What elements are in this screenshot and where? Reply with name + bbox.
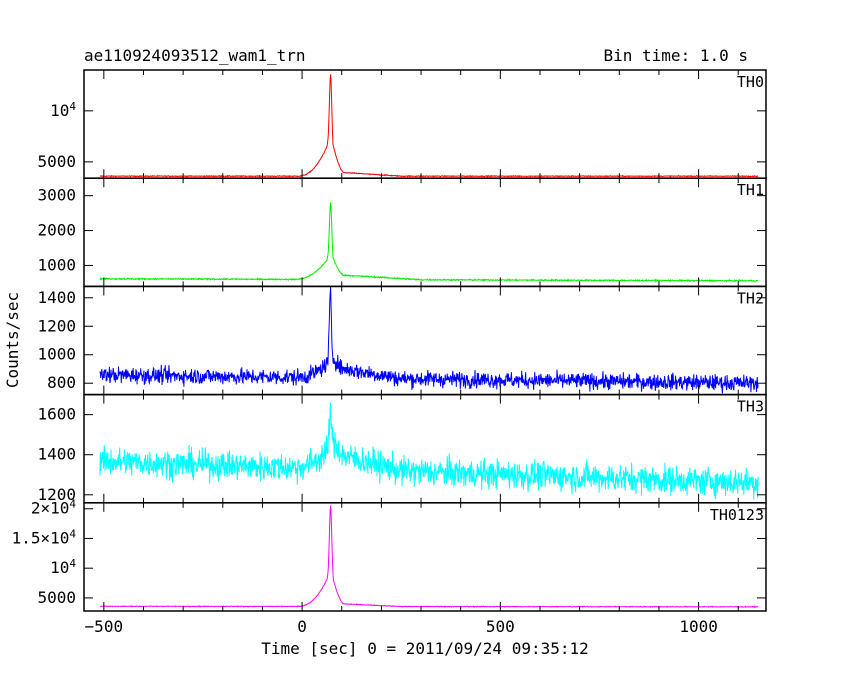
x-tick-label: 500 <box>486 617 515 636</box>
y-tick-label: 5000 <box>37 152 76 171</box>
panel-th0123: 5000 104 1.5×104 2×104 TH0123 <box>12 498 767 612</box>
panel-th0: 5000 104 TH0 <box>37 69 767 179</box>
panel-frame <box>83 502 767 612</box>
y-tick-label: 5000 <box>37 588 76 607</box>
y-tick-label: 1600 <box>37 405 76 424</box>
y-tick-label: 1.5×104 <box>12 527 77 547</box>
series-label-th1: TH1 <box>737 181 764 199</box>
series-line-th2 <box>99 286 759 394</box>
bin-time-label: Bin time: 1.0 s <box>604 46 749 65</box>
y-tick-label: 2×104 <box>31 498 77 518</box>
series-label-th0: TH0 <box>737 73 764 91</box>
panel-th3: 1200 1400 1600 TH3 <box>37 393 767 504</box>
x-tick-label: −500 <box>85 617 124 636</box>
series-label-th3: TH3 <box>737 398 764 416</box>
y-axis-label: Counts/sec <box>3 292 22 388</box>
y-tick-label: 104 <box>50 557 76 577</box>
panel-frame <box>83 69 767 179</box>
x-axis-label: Time [sec] 0 = 2011/09/24 09:35:12 <box>261 639 589 658</box>
x-tick-label: 1000 <box>679 617 718 636</box>
y-tick-label: 1000 <box>37 345 76 364</box>
series-line-th1 <box>99 202 759 284</box>
y-tick-label: 1200 <box>37 316 76 335</box>
panel-frame <box>83 177 767 288</box>
y-tick-label: 3000 <box>37 186 76 205</box>
panel-th1: 1000 2000 3000 TH1 <box>37 177 767 288</box>
y-tick-label: 104 <box>50 100 76 120</box>
y-tick-label: 1000 <box>37 255 76 274</box>
y-tick-label: 1200 <box>37 485 76 504</box>
y-tick-label: 1400 <box>37 288 76 307</box>
series-label-th2: TH2 <box>737 289 764 307</box>
series-label-th0123: TH0123 <box>710 506 764 524</box>
figure-title: ae110924093512_wam1_trn <box>84 46 306 65</box>
y-tick-label: 800 <box>47 373 76 392</box>
panel-th2: 800 1000 1200 1400 TH2 <box>37 285 767 396</box>
y-tick-label: 1400 <box>37 445 76 464</box>
series-line-th0123 <box>99 505 759 609</box>
series-line-th3 <box>99 402 759 500</box>
y-tick-label: 2000 <box>37 221 76 240</box>
series-line-th0 <box>99 74 759 178</box>
x-tick-label: 0 <box>297 617 307 636</box>
